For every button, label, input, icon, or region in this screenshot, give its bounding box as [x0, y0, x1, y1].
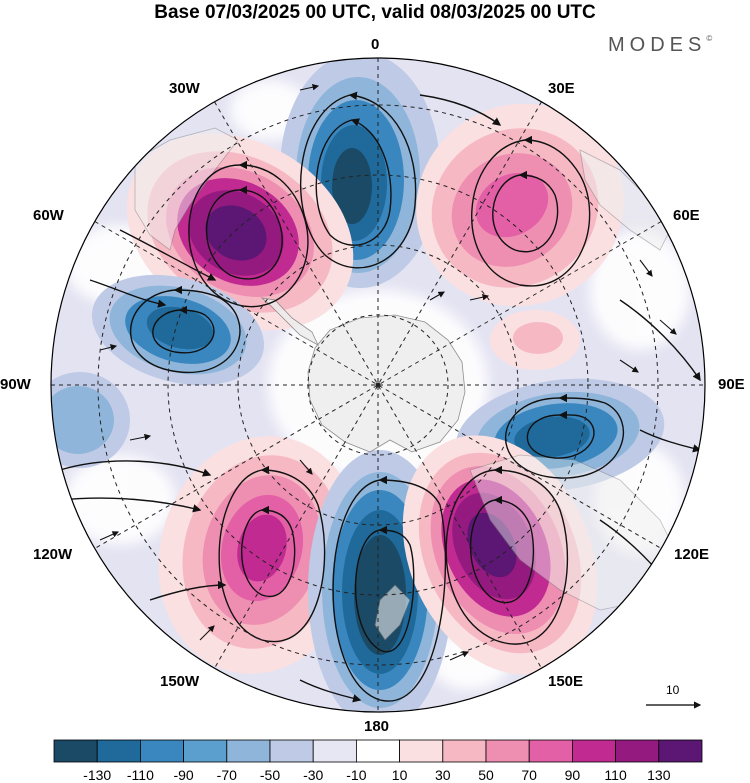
- land-masses: [134, 127, 681, 641]
- colorbar-swatch: [658, 739, 703, 763]
- colorbar-tick-label: 110: [604, 767, 627, 783]
- graticule: [51, 58, 705, 712]
- colorbar: [53, 739, 703, 763]
- colorbar-swatch: [572, 739, 617, 763]
- colorbar-swatch: [485, 739, 530, 763]
- label-lon-120w: 120W: [33, 546, 73, 563]
- south-america: [134, 127, 239, 251]
- colorbar-swatch: [183, 739, 228, 763]
- anomaly-high-145e: [402, 435, 598, 675]
- colorbar-tick-label: 10: [391, 767, 408, 783]
- label-lon-60e: 60E: [673, 207, 700, 224]
- label-lon-180: 180: [364, 718, 390, 735]
- colorbar-tick-label: 50: [478, 767, 494, 783]
- colorbar-tick-label: 70: [521, 767, 537, 783]
- colorbar-tick-label: -70: [216, 767, 237, 783]
- colorbar-swatch: [53, 739, 98, 763]
- colorbar-swatch: [269, 739, 314, 763]
- brand-mark: ©: [706, 34, 713, 43]
- label-lon-60w: 60W: [33, 207, 64, 224]
- colorbar-tick-label: -110: [126, 767, 154, 783]
- colorbar-tick-label: -50: [259, 767, 281, 783]
- label-lon-150e: 150E: [548, 673, 584, 690]
- colorbar-swatch: [528, 739, 573, 763]
- colorbar-swatch: [226, 739, 271, 763]
- new-zealand: [374, 584, 411, 641]
- anomaly-high-135w: [158, 436, 362, 674]
- label-lon-30w: 30W: [169, 80, 200, 97]
- colorbar-swatch: [312, 739, 357, 763]
- anomaly-high-30e: [416, 103, 624, 307]
- colorbar-tick-label: 130: [647, 767, 671, 783]
- colorbar-swatch: [355, 739, 400, 763]
- field-layer: [51, 58, 705, 712]
- colorbar-swatch: [96, 739, 141, 763]
- antarctica: [307, 314, 466, 453]
- label-lon-90w: 90W: [0, 376, 31, 393]
- label-lon-0: 0: [371, 36, 380, 53]
- antarctic-peninsula: [260, 297, 319, 346]
- wind-vectors: [99, 83, 677, 661]
- colorbar-swatch: [442, 739, 487, 763]
- label-lon-120e: 120E: [674, 546, 710, 563]
- anomaly-high-70e: [490, 310, 580, 370]
- africa: [579, 149, 671, 251]
- colorbar-tick-label: -130: [83, 767, 112, 783]
- label-lon-90e: 90E: [718, 376, 745, 393]
- colorbar-tick-label: 90: [564, 767, 581, 783]
- colorbar-tick-label: -90: [173, 767, 194, 783]
- colorbar-tick-label: -30: [303, 767, 324, 783]
- anomaly-low-95w: [51, 372, 130, 468]
- map-boundary: [50, 57, 706, 713]
- colorbar-tick-label: -10: [346, 767, 367, 783]
- modes-logo: MODES©: [608, 34, 712, 57]
- colorbar-swatch: [615, 739, 660, 763]
- label-lon-150w: 150W: [160, 673, 200, 690]
- vector-scale-label: 10: [666, 683, 680, 697]
- colorbar-tick-label: 30: [435, 767, 451, 783]
- colorbar-swatch: [399, 739, 444, 763]
- map-title: Base 07/03/2025 00 UTC, valid 08/03/2025…: [154, 2, 596, 23]
- label-lon-30e: 30E: [548, 80, 575, 97]
- colorbar-swatch: [139, 739, 184, 763]
- brand-text: MODES: [608, 34, 707, 56]
